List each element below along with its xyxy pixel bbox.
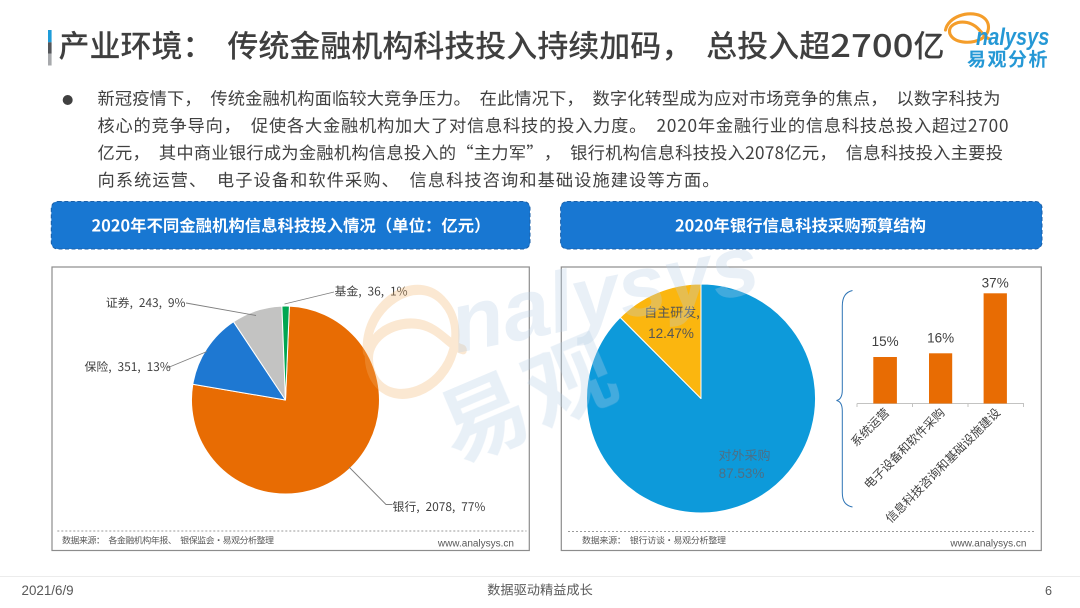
svg-text:6: 6 bbox=[1045, 584, 1052, 598]
svg-text:nalysys: nalysys bbox=[976, 23, 1049, 50]
svg-text:www.analysys.cn: www.analysys.cn bbox=[949, 539, 1026, 550]
svg-text:www.analysys.cn: www.analysys.cn bbox=[437, 539, 514, 550]
svg-text:87.53%: 87.53% bbox=[719, 466, 765, 481]
svg-text:37%: 37% bbox=[982, 276, 1009, 291]
svg-text:16%: 16% bbox=[927, 330, 954, 345]
svg-text:2021/6/9: 2021/6/9 bbox=[22, 583, 74, 598]
svg-text:15%: 15% bbox=[872, 334, 899, 349]
svg-text:12.47%: 12.47% bbox=[648, 326, 694, 341]
